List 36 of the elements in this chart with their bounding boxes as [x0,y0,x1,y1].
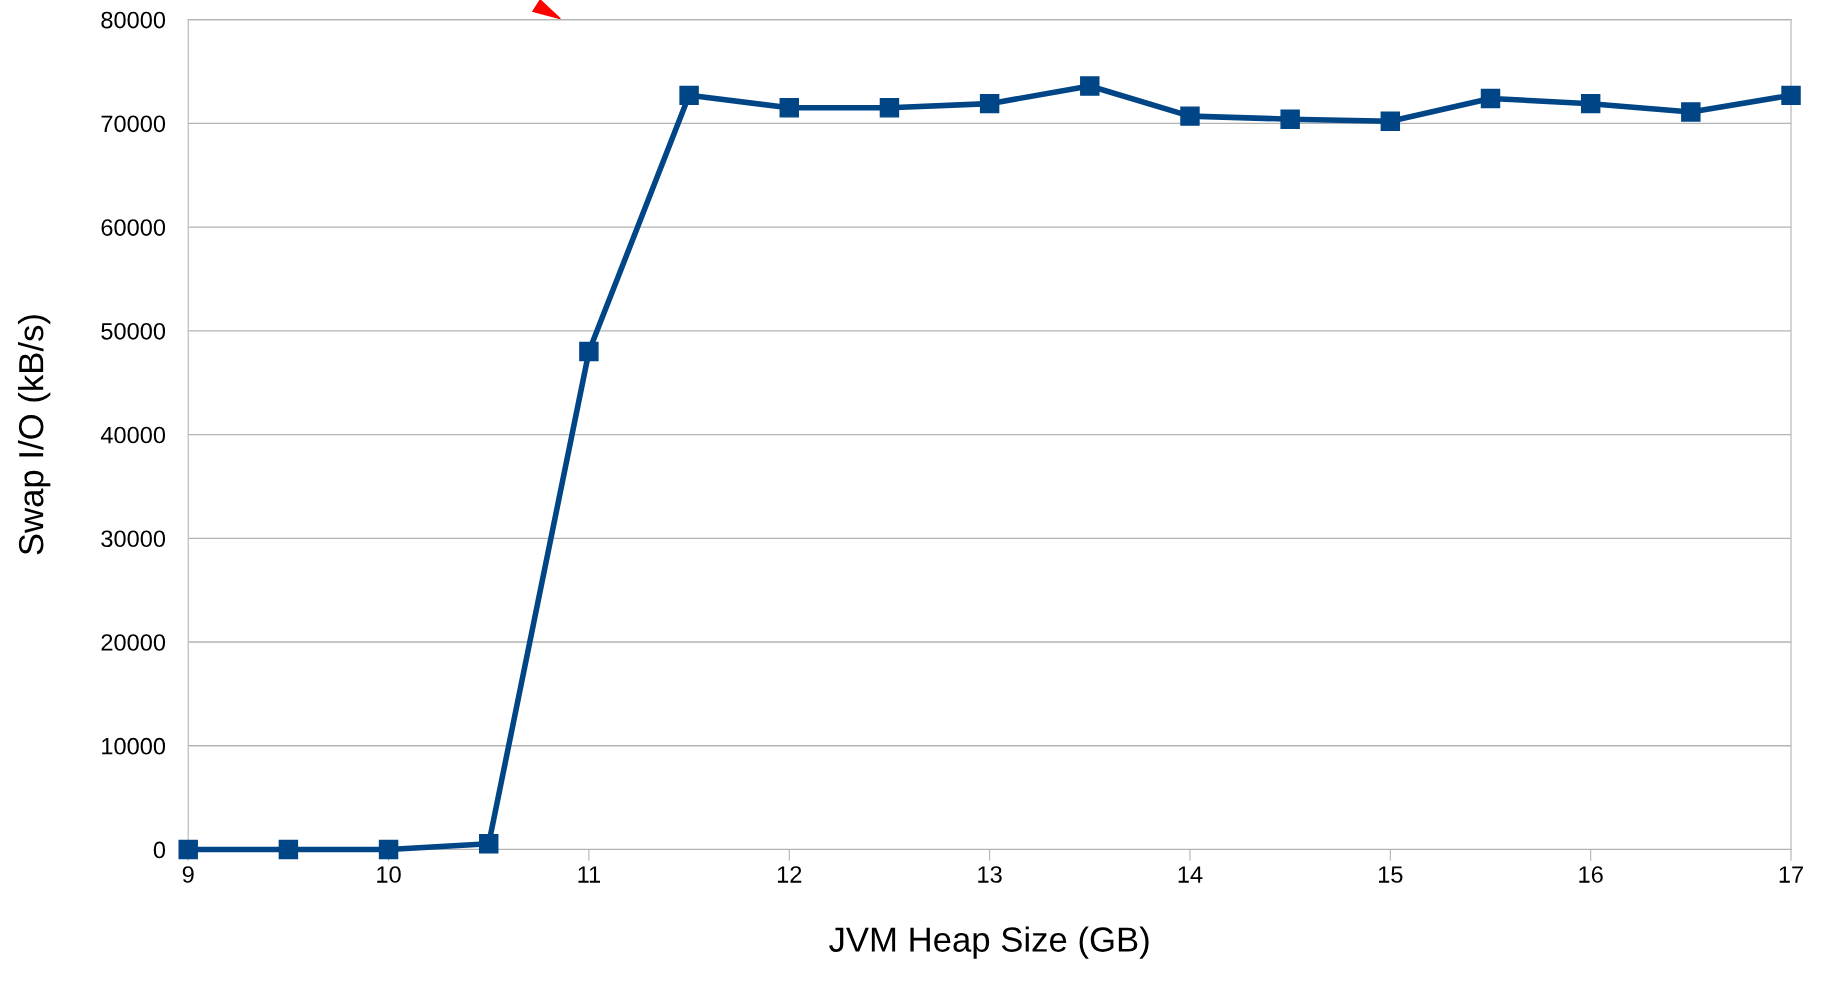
point [378,839,399,860]
point [278,839,299,860]
x-tick-label: 9 [182,866,194,883]
y-tick-label: 10000 [102,737,166,755]
point [1280,109,1300,129]
point [1681,102,1701,122]
point [479,834,499,854]
y-tick-label: 80000 [101,11,166,29]
x-tick-label: 16 [1579,866,1603,883]
y-tick-label: 20000 [101,634,166,651]
y-axis-title: Swap I/O (kB/s) [17,315,51,555]
x-tick-label: 15 [1378,866,1403,883]
point [1380,111,1401,132]
point [979,93,1000,114]
point [1781,85,1801,106]
y-tick-label: 50000 [101,322,166,340]
point [1480,88,1501,109]
point [579,341,599,362]
x-tick-label: 10 [377,866,401,883]
x-tick-label: 14 [1178,866,1203,883]
point [1180,106,1200,126]
y-tick-label: 60000 [101,219,166,236]
x-axis-title: JVM Heap Size (GB) [829,926,1149,959]
point [779,98,799,118]
y-tick-label: 30000 [101,530,166,548]
point [1580,93,1601,114]
point [679,85,699,106]
x-tick-label: 12 [777,866,802,883]
x-tick-label: 11 [578,866,601,883]
x-tick-label: 17 [1779,866,1803,883]
y-tick-label: 70000 [101,115,166,133]
y-tick-label: 0 [153,841,166,859]
point [1080,76,1100,96]
y-tick-label: 40000 [100,426,166,444]
x-tick-label: 13 [978,866,1002,883]
point [879,98,900,118]
